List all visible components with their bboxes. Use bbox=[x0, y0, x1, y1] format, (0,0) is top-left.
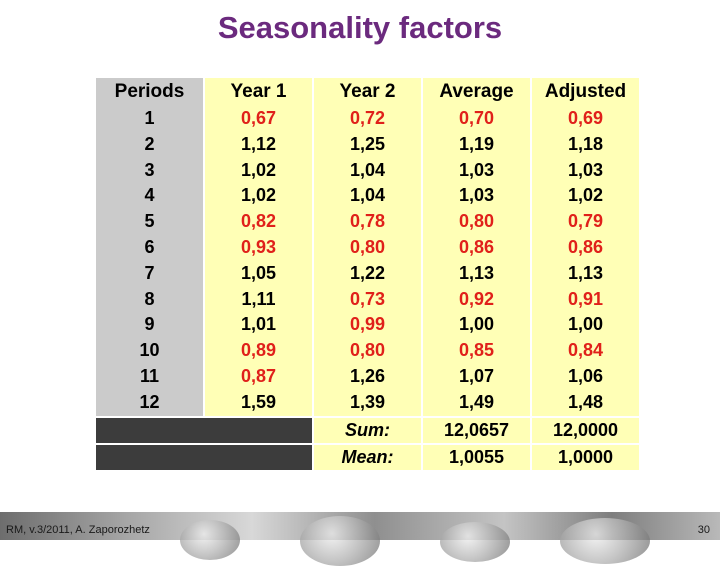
adjusted-cell: 1,03 bbox=[530, 157, 639, 184]
header-average: Average bbox=[421, 78, 531, 106]
year2-cell: 1,22 bbox=[312, 260, 422, 287]
year2-cell: 1,04 bbox=[312, 183, 422, 210]
header-year2: Year 2 bbox=[312, 78, 422, 106]
average-cell: 1,49 bbox=[421, 389, 531, 417]
year1-cell: 1,05 bbox=[203, 260, 313, 287]
period-cell: 6 bbox=[96, 234, 204, 261]
adjusted-cell: 0,86 bbox=[530, 234, 639, 261]
dark-block bbox=[96, 442, 313, 470]
footer-band: RM, v.3/2011, A. Zaporozhetz 30 bbox=[0, 512, 720, 566]
table-row: 6 0,93 0,80 0,86 0,86 bbox=[96, 234, 639, 261]
table-row: 8 1,11 0,73 0,92 0,91 bbox=[96, 286, 639, 313]
mean-average: 1,0055 bbox=[421, 442, 531, 470]
average-cell: 0,92 bbox=[421, 286, 531, 313]
mean-row: Mean: 1,0055 1,0000 bbox=[96, 442, 639, 470]
year1-cell: 0,82 bbox=[203, 209, 313, 235]
year2-cell: 0,78 bbox=[312, 209, 422, 235]
header-year1: Year 1 bbox=[203, 78, 313, 106]
period-cell: 12 bbox=[96, 389, 204, 417]
adjusted-cell: 0,79 bbox=[530, 209, 639, 235]
year2-cell: 0,80 bbox=[312, 234, 422, 261]
seasonality-table: Periods Year 1 Year 2 Average Adjusted 1… bbox=[96, 78, 639, 470]
period-cell: 2 bbox=[96, 131, 204, 158]
mean-adjusted: 1,0000 bbox=[530, 442, 639, 470]
year1-cell: 0,67 bbox=[203, 106, 313, 132]
sum-label: Sum: bbox=[312, 415, 422, 444]
year1-cell: 0,93 bbox=[203, 234, 313, 261]
table-row: 5 0,82 0,78 0,80 0,79 bbox=[96, 209, 639, 235]
average-cell: 0,85 bbox=[421, 338, 531, 364]
year1-cell: 1,01 bbox=[203, 312, 313, 339]
table-row: 1 0,67 0,72 0,70 0,69 bbox=[96, 106, 639, 132]
average-cell: 1,03 bbox=[421, 157, 531, 184]
sum-adjusted: 12,0000 bbox=[530, 415, 639, 444]
table-row: 3 1,02 1,04 1,03 1,03 bbox=[96, 157, 639, 184]
table-row: 9 1,01 0,99 1,00 1,00 bbox=[96, 312, 639, 339]
year2-cell: 0,72 bbox=[312, 106, 422, 132]
mean-label: Mean: bbox=[312, 442, 422, 470]
adjusted-cell: 1,18 bbox=[530, 131, 639, 158]
period-cell: 9 bbox=[96, 312, 204, 339]
year1-cell: 1,02 bbox=[203, 157, 313, 184]
adjusted-cell: 1,00 bbox=[530, 312, 639, 339]
coin-decoration bbox=[180, 520, 240, 560]
coin-decoration bbox=[560, 518, 650, 564]
dark-block bbox=[96, 415, 313, 444]
year2-cell: 1,25 bbox=[312, 131, 422, 158]
year1-cell: 0,89 bbox=[203, 338, 313, 364]
table-row: 12 1,59 1,39 1,49 1,48 bbox=[96, 389, 639, 417]
header-periods: Periods bbox=[96, 78, 204, 106]
sum-average: 12,0657 bbox=[421, 415, 531, 444]
period-cell: 11 bbox=[96, 363, 204, 390]
year2-cell: 1,04 bbox=[312, 157, 422, 184]
year1-cell: 1,11 bbox=[203, 286, 313, 313]
average-cell: 0,70 bbox=[421, 106, 531, 132]
coin-decoration bbox=[300, 516, 380, 566]
period-cell: 3 bbox=[96, 157, 204, 184]
average-cell: 1,13 bbox=[421, 260, 531, 287]
average-cell: 1,03 bbox=[421, 183, 531, 210]
table-row: 7 1,05 1,22 1,13 1,13 bbox=[96, 260, 639, 287]
period-cell: 7 bbox=[96, 260, 204, 287]
adjusted-cell: 1,02 bbox=[530, 183, 639, 210]
table-body: 1 0,67 0,72 0,70 0,69 2 1,12 1,25 1,19 1,18 3 1,02 1… bbox=[96, 106, 639, 417]
slide-title: Seasonality factors bbox=[217, 10, 503, 45]
average-cell: 0,80 bbox=[421, 209, 531, 235]
adjusted-cell: 1,06 bbox=[530, 363, 639, 390]
average-cell: 1,00 bbox=[421, 312, 531, 339]
year1-cell: 1,12 bbox=[203, 131, 313, 158]
year2-cell: 0,99 bbox=[312, 312, 422, 339]
coin-decoration bbox=[440, 522, 510, 562]
sum-row: Sum: 12,0657 12,0000 bbox=[96, 415, 639, 444]
average-cell: 1,19 bbox=[421, 131, 531, 158]
year2-cell: 0,80 bbox=[312, 338, 422, 364]
table-row: 10 0,89 0,80 0,85 0,84 bbox=[96, 338, 639, 364]
header-adjusted: Adjusted bbox=[530, 78, 639, 106]
year2-cell: 1,26 bbox=[312, 363, 422, 390]
year2-cell: 0,73 bbox=[312, 286, 422, 313]
adjusted-cell: 0,91 bbox=[530, 286, 639, 313]
footer-credit: RM, v.3/2011, A. Zaporozhetz bbox=[6, 524, 150, 536]
adjusted-cell: 0,69 bbox=[530, 106, 639, 132]
period-cell: 4 bbox=[96, 183, 204, 210]
period-cell: 5 bbox=[96, 209, 204, 235]
page-number: 30 bbox=[697, 524, 710, 536]
adjusted-cell: 1,13 bbox=[530, 260, 639, 287]
adjusted-cell: 0,84 bbox=[530, 338, 639, 364]
period-cell: 1 bbox=[96, 106, 204, 132]
year2-cell: 1,39 bbox=[312, 389, 422, 417]
period-cell: 10 bbox=[96, 338, 204, 364]
average-cell: 1,07 bbox=[421, 363, 531, 390]
table-row: 11 0,87 1,26 1,07 1,06 bbox=[96, 363, 639, 390]
table-row: 4 1,02 1,04 1,03 1,02 bbox=[96, 183, 639, 210]
average-cell: 0,86 bbox=[421, 234, 531, 261]
year1-cell: 1,02 bbox=[203, 183, 313, 210]
period-cell: 8 bbox=[96, 286, 204, 313]
year1-cell: 0,87 bbox=[203, 363, 313, 390]
adjusted-cell: 1,48 bbox=[530, 389, 639, 417]
year1-cell: 1,59 bbox=[203, 389, 313, 417]
table-header-row: Periods Year 1 Year 2 Average Adjusted bbox=[96, 78, 639, 106]
table-row: 2 1,12 1,25 1,19 1,18 bbox=[96, 131, 639, 158]
